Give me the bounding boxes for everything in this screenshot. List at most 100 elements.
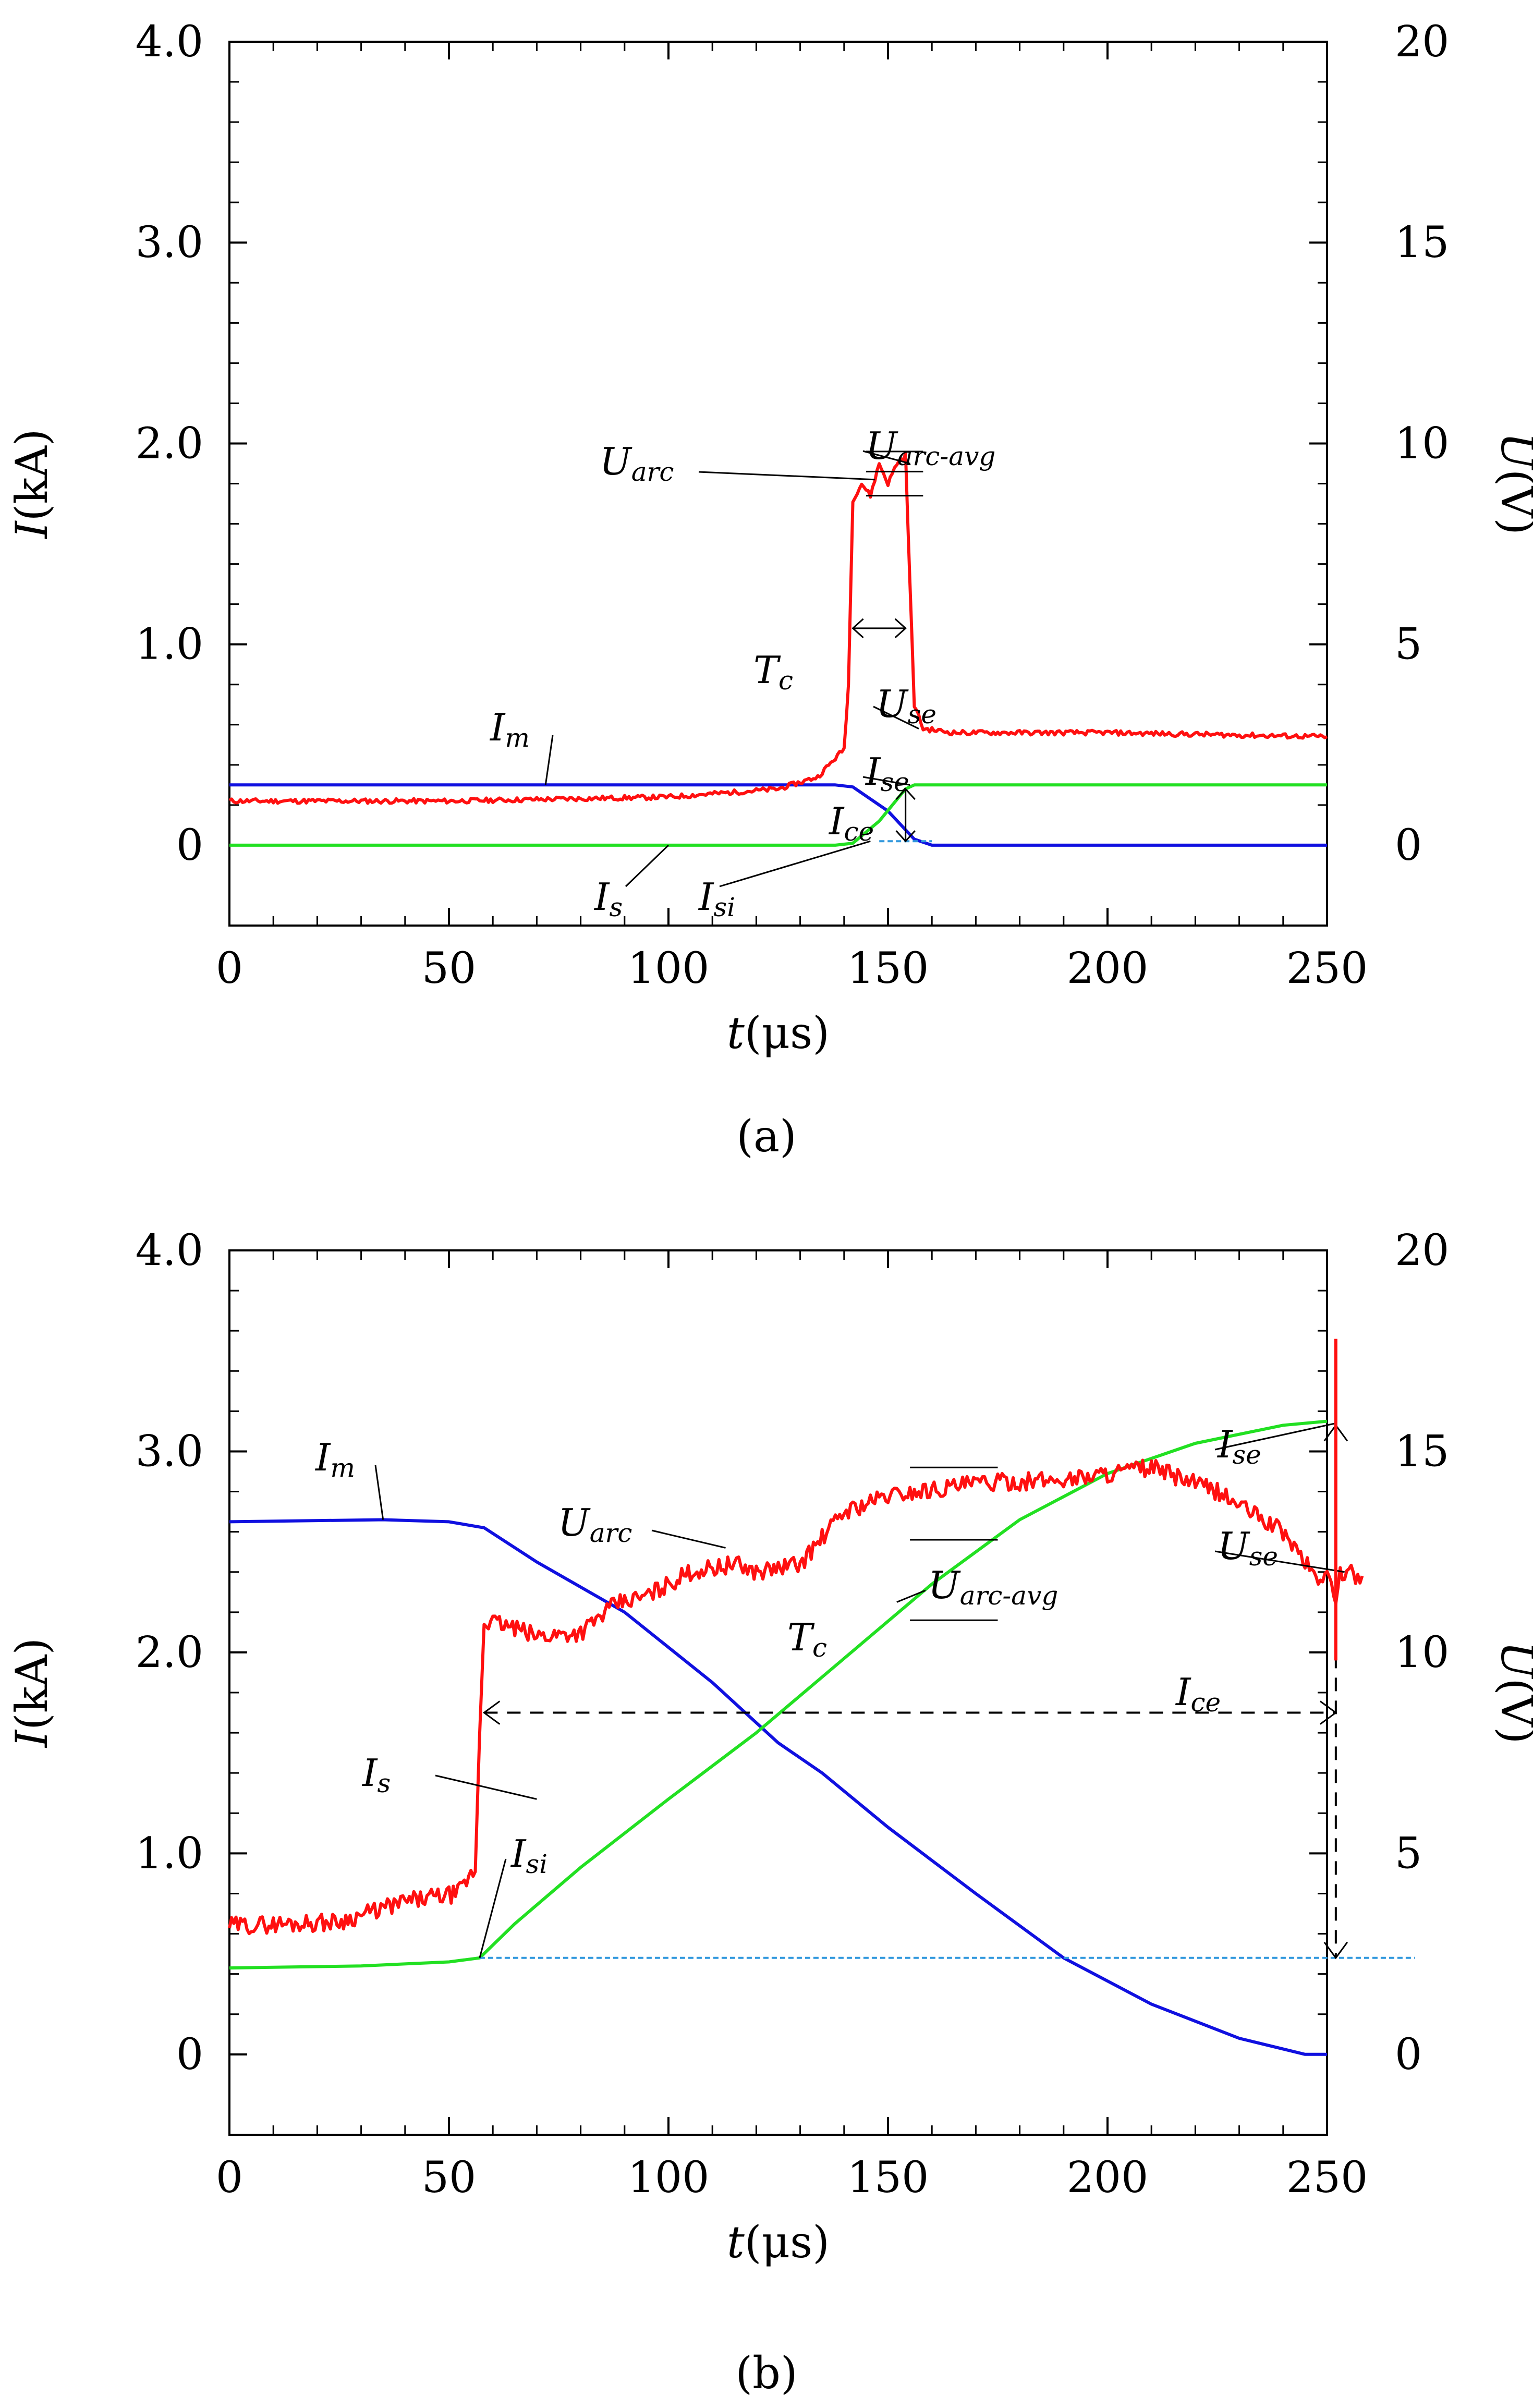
x-axis-title: t(μs) (727, 2217, 830, 2268)
x-tick-label: 0 (216, 944, 243, 993)
y-left-tick-label: 2.0 (136, 419, 203, 468)
x-tick-label: 50 (422, 2153, 476, 2203)
x-axis-title-main: t (727, 1007, 745, 1059)
annotation-main: T (753, 648, 781, 692)
annotation-sub: arc (590, 1518, 632, 1548)
plot-frame (228, 41, 1328, 927)
y-left-tick-label: 4.0 (136, 1226, 203, 1275)
x-tick-label: 0 (216, 2153, 243, 2203)
ice-arrow-head-bottom (1323, 1941, 1348, 1960)
annotation-label: Ice (1175, 1670, 1221, 1718)
x-tick-label: 250 (1286, 944, 1368, 993)
annotation-label: Uarc-avg (928, 1563, 1058, 1611)
y-right-tick-label: 20 (1395, 17, 1449, 67)
annotation-label: Isi (510, 1832, 548, 1879)
annotation-main: I (314, 1436, 331, 1479)
annotation-sub: si (526, 1849, 548, 1879)
annotation-label: Is (361, 1751, 391, 1798)
y-right-axis-title: U(V) (1491, 432, 1533, 535)
y-right-axis-title-unit: (V) (1491, 469, 1533, 535)
y-left-tick-label: 1.0 (136, 620, 203, 670)
y-left-axis-title: I(kA) (6, 1638, 57, 1748)
annotation-label: Use (1218, 1524, 1278, 1572)
x-tick-label: 200 (1067, 944, 1149, 993)
series-Is (229, 1419, 1328, 1970)
y-right-tick-label: 5 (1395, 1829, 1422, 1878)
y-right-tick-label: 10 (1395, 419, 1449, 468)
y-left-axis-title-main: I (6, 520, 57, 540)
x-tick-label: 50 (422, 944, 476, 993)
y-left-tick-label: 3.0 (136, 1427, 203, 1476)
annotation-sub: s (609, 892, 623, 922)
y-left-axis-title-main: I (6, 1729, 57, 1748)
annotation-sub: arc (631, 457, 674, 487)
leader-isi (719, 840, 871, 887)
y-left-tick-label: 3.0 (136, 218, 203, 267)
annotation-main: I (361, 1751, 378, 1795)
annotation-label: Use (876, 682, 936, 729)
series-U (228, 1458, 1364, 1936)
annotation-sub: si (713, 892, 735, 922)
x-tick-label: 150 (847, 2153, 929, 2203)
leader-use (873, 706, 919, 729)
y-left-tick-label: 0 (176, 2030, 203, 2079)
annotation-main: U (928, 1563, 961, 1607)
ice-arrow-head-top (895, 787, 916, 800)
x-tick-label: 100 (628, 2153, 710, 2203)
annotation-sub: c (812, 1633, 827, 1663)
x-tick-label: 150 (847, 944, 929, 993)
y-right-axis-title-main: U (1491, 1641, 1533, 1680)
y-left-tick-label: 0 (176, 821, 203, 870)
annotation-sub: se (1249, 1541, 1278, 1572)
annotation-label: Uarc (558, 1501, 632, 1548)
leader-use (1214, 1550, 1345, 1573)
tc-arrow-head-left (851, 618, 864, 638)
leader-isi (479, 1858, 507, 1959)
annotation-main: I (865, 750, 881, 794)
y-right-axis-title-unit: (V) (1491, 1678, 1533, 1744)
leader-uarc (651, 1529, 726, 1549)
x-axis-title-unit: (μs) (745, 1007, 830, 1059)
annotation-main: I (828, 799, 845, 843)
tc-arrow-head-left (482, 1700, 501, 1725)
leader-im (544, 735, 554, 785)
y-left-tick-label: 2.0 (136, 1628, 203, 1677)
y-left-axis-title-unit: (kA) (6, 429, 57, 521)
annotation-main: I (489, 706, 506, 749)
annotation-main: T (787, 1615, 815, 1659)
annotation-main: I (510, 1832, 527, 1876)
annotation-main: U (866, 424, 898, 468)
annotation-sub: c (778, 665, 793, 696)
annotation-sub: m (505, 723, 529, 753)
series-U (228, 452, 1328, 805)
leader-im (374, 1465, 384, 1520)
annotation-sub: m (330, 1453, 355, 1483)
annotation-main: U (600, 440, 632, 483)
annotation-label: Ise (865, 750, 909, 797)
plot-frame (228, 1249, 1328, 2136)
annotation-main: I (698, 875, 714, 919)
leader-ise (1214, 1422, 1336, 1451)
annotation-label: Tc (753, 648, 793, 696)
tc-arrow-head-right (894, 618, 907, 638)
series-Im (229, 783, 1327, 847)
caption-a: (a) (736, 1111, 797, 1162)
y-right-axis-title: U(V) (1491, 1641, 1533, 1744)
chart-a: 0 50 100 150 200 250 0 1.0 2.0 3.0 4.0 0 5 10 15 20 t(μs… (6, 17, 1533, 1059)
annotation-label: Im (489, 706, 530, 753)
annotation-label: Tc (787, 1615, 827, 1663)
x-axis-title: t(μs) (727, 1007, 830, 1059)
leader-uarc (698, 471, 875, 481)
leader-uarc-avg (896, 1589, 926, 1603)
leader-ise (862, 776, 910, 786)
annotation-main: U (558, 1501, 591, 1544)
annotation-label: Ice (828, 799, 874, 847)
annotation-label: Isi (698, 875, 735, 922)
annotation-sub: s (377, 1768, 391, 1798)
y-right-axis-title-main: U (1491, 432, 1533, 471)
annotation-main: U (1218, 1524, 1250, 1568)
annotation-sub: arc-avg (897, 441, 996, 471)
annotation-main: U (876, 682, 909, 726)
annotation-main: I (1175, 1670, 1191, 1714)
